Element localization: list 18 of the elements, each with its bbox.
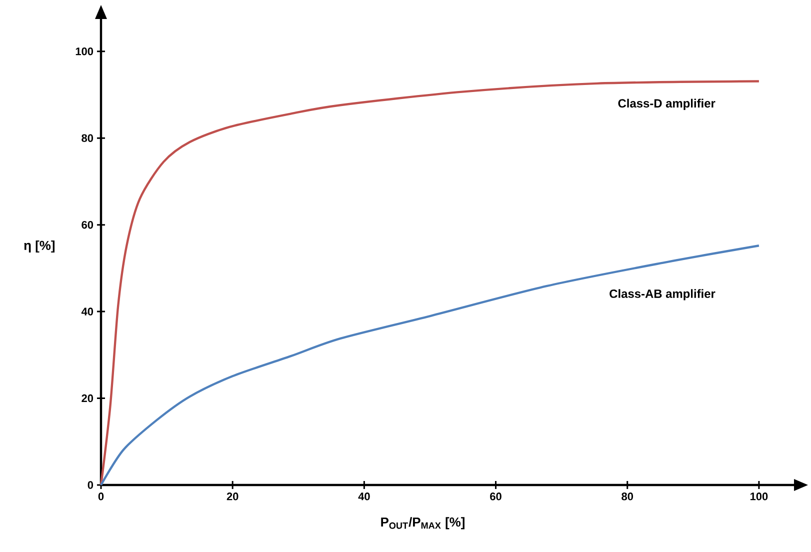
y-tick-label: 80 — [82, 134, 94, 142]
series-label: Class-D amplifier — [618, 98, 716, 110]
x-tick-label: 40 — [358, 492, 370, 500]
x-tick-label: 20 — [226, 492, 238, 500]
y-tick-label: 60 — [82, 220, 94, 229]
x-tick-label: 60 — [490, 492, 502, 500]
x-tick-label: 0 — [98, 492, 104, 500]
y-axis-title: η [%] — [24, 240, 55, 253]
y-tick-label: 20 — [82, 394, 94, 402]
x-axis-title: P$_{OUT}$/P$_{MAX}$ [%] — [381, 517, 464, 530]
line-series — [100, 80, 760, 486]
line-series — [100, 244, 760, 486]
x-tick-label: 80 — [622, 492, 633, 500]
y-tick-label: 40 — [81, 308, 94, 316]
y-tick-label: 100 — [76, 47, 94, 56]
series-label: Class-AB amplifier — [610, 289, 716, 300]
y-tick-label: 0 — [88, 481, 94, 489]
x-tick-label: 100 — [750, 492, 768, 500]
